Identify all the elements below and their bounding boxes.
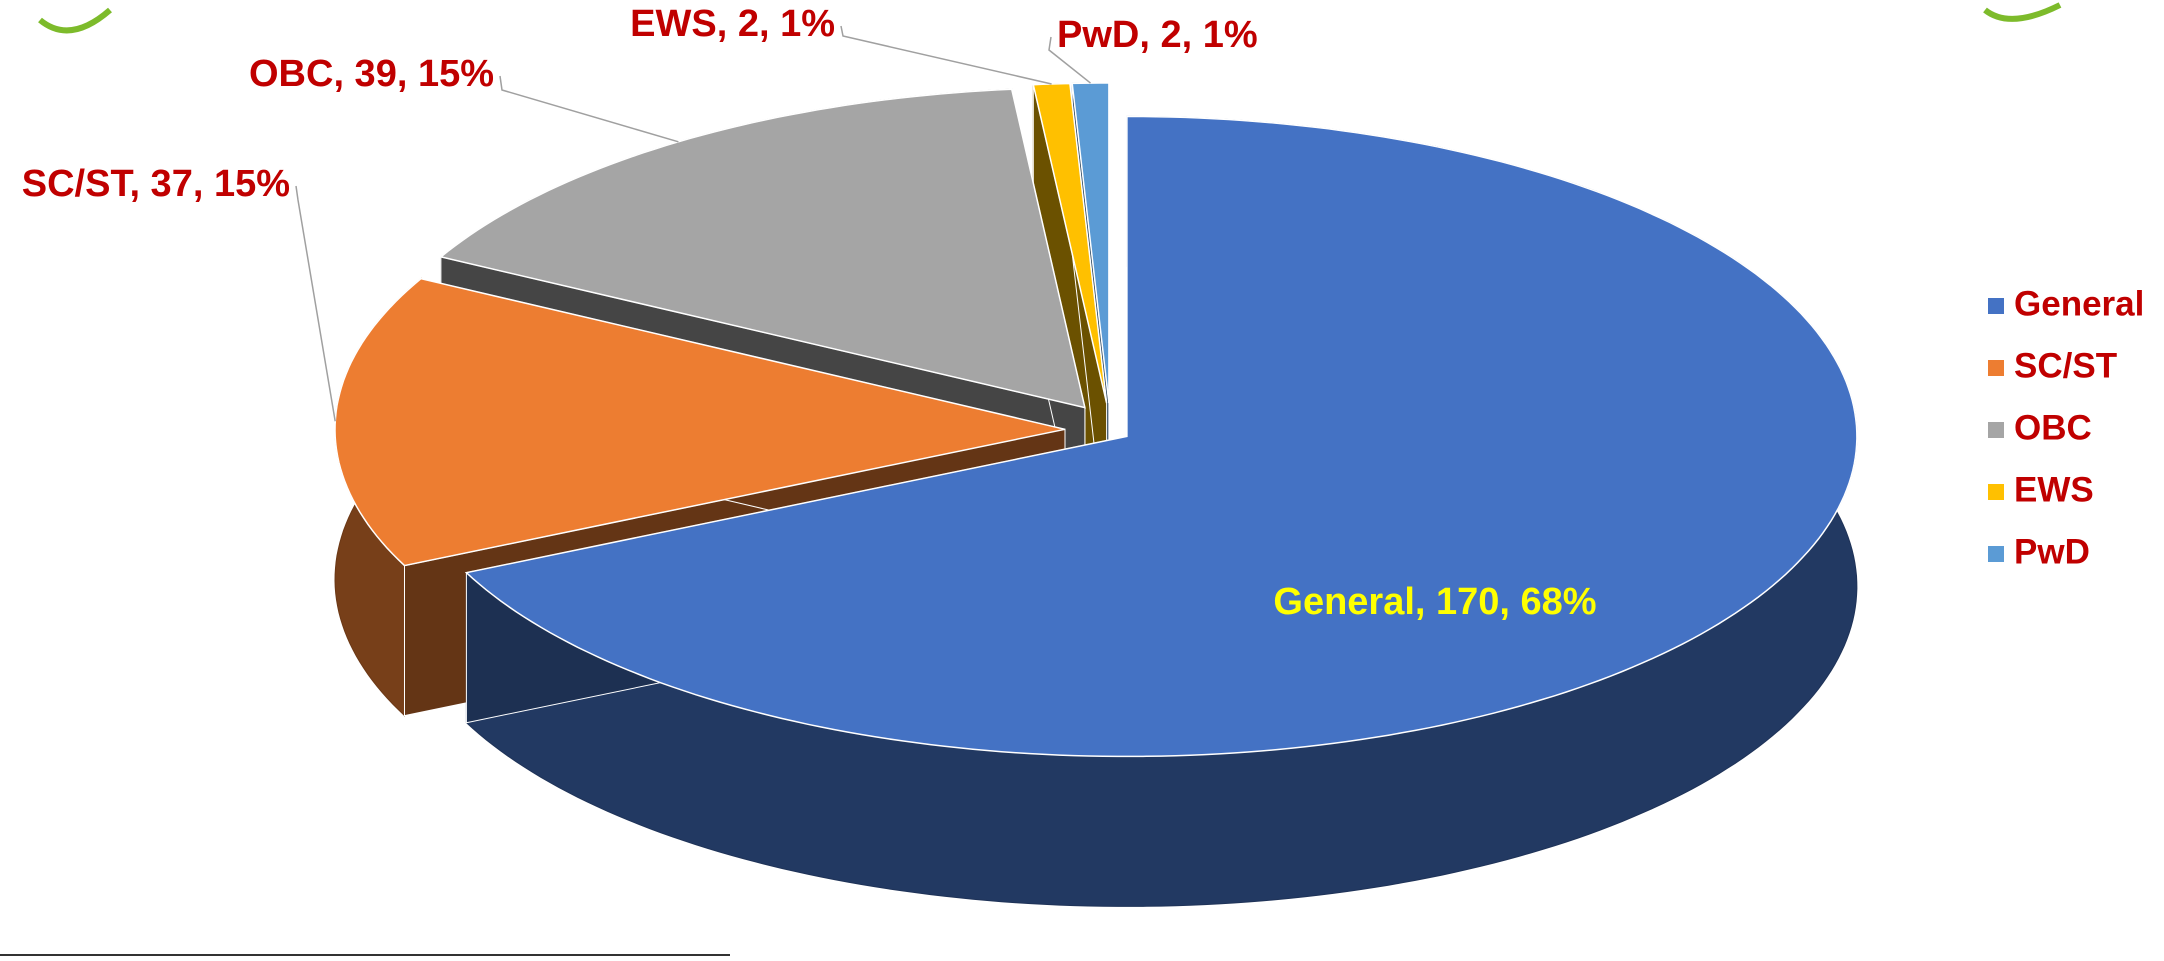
slice (464, 115, 1858, 758)
leader-line (499, 75, 679, 143)
logo-fragment (38, 7, 112, 34)
leader-line (1048, 36, 1091, 84)
data-label: PwD, 2, 1% (1057, 14, 1258, 56)
data-label: SC/ST, 37, 15% (22, 163, 290, 205)
legend-label: General (2014, 284, 2144, 323)
legend-swatch (1988, 360, 2004, 376)
data-label: General, 170, 68% (1273, 581, 1596, 623)
legend-label: SC/ST (2014, 346, 2117, 385)
legend: General SC/ST OBC EWS PwD (1988, 284, 2144, 571)
data-label: EWS, 2, 1% (630, 3, 835, 45)
leader-line (840, 25, 1052, 85)
legend-swatch (1988, 546, 2004, 562)
data-label: OBC, 39, 15% (249, 53, 494, 95)
logo-fragment (1983, 2, 2062, 22)
legend-swatch (1988, 422, 2004, 438)
legend-label: OBC (2014, 408, 2092, 447)
leader-line (295, 185, 336, 422)
pie-plot (334, 82, 1858, 907)
legend-label: PwD (2014, 532, 2090, 571)
data-labels: General, 170, 68% SC/ST, 37, 15% OBC, 39, … (22, 3, 1597, 623)
legend-swatch (1988, 484, 2004, 500)
legend-label: EWS (2014, 470, 2094, 509)
legend-swatch (1988, 298, 2004, 314)
